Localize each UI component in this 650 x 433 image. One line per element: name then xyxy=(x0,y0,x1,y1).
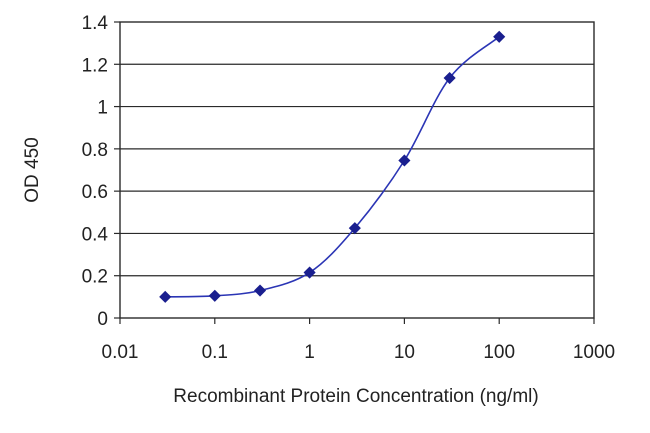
x-tick-labels: 0.01 0.1 1 10 100 1000 xyxy=(102,318,615,363)
y-axis-label: OD 450 xyxy=(22,137,43,202)
y-tick-label: 0.6 xyxy=(82,182,108,203)
plot-border xyxy=(119,21,595,319)
data-point xyxy=(493,30,506,43)
data-markers xyxy=(159,30,506,303)
x-tick-label: 0.01 xyxy=(102,342,139,363)
x-tick-label: 1 xyxy=(304,342,315,363)
data-point xyxy=(348,222,361,235)
grid-lines xyxy=(120,63,594,277)
y-tick-label: 0.8 xyxy=(82,140,108,161)
data-point xyxy=(443,71,456,85)
y-tick-labels: 0 0.2 0.4 0.6 0.8 1 1.2 1.4 xyxy=(82,13,120,330)
y-tick-label: 1 xyxy=(97,98,108,119)
data-point xyxy=(398,154,411,167)
x-tick-label: 100 xyxy=(483,342,515,363)
data-point xyxy=(208,289,221,302)
y-tick-label: 1.2 xyxy=(82,55,108,76)
data-point xyxy=(303,266,316,279)
x-tick-label: 10 xyxy=(394,342,415,363)
y-tick-label: 0.2 xyxy=(82,267,108,288)
data-point xyxy=(253,284,267,297)
y-tick-label: 0.4 xyxy=(82,224,109,245)
data-point xyxy=(159,290,172,303)
x-axis-label: Recombinant Protein Concentration (ng/ml… xyxy=(173,386,538,407)
y-tick-label: 0 xyxy=(97,309,108,330)
plot-frame xyxy=(119,21,595,319)
y-tick-label: 1.4 xyxy=(82,13,109,34)
x-tick-label: 0.1 xyxy=(202,342,228,363)
x-tick-label: 1000 xyxy=(573,342,615,363)
